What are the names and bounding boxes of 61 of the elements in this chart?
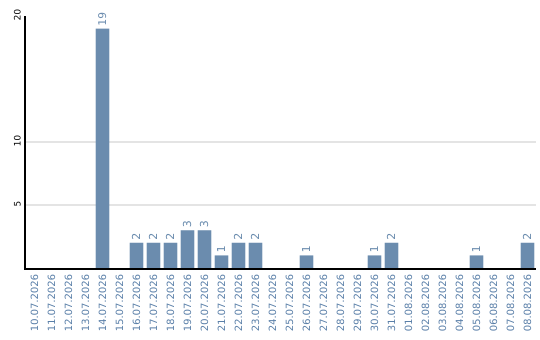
data-label: 3 (198, 220, 211, 228)
bar (232, 242, 246, 268)
x-tick-label: 23.07.2026 (250, 274, 262, 332)
x-tick-label: 05.08.2026 (472, 274, 483, 332)
x-tick-label: 10.07.2026 (30, 274, 41, 332)
y-tick-label: 5 (13, 200, 24, 207)
x-tick-label: 22.07.2026 (234, 274, 245, 332)
bar (470, 255, 484, 268)
data-label: 3 (181, 220, 194, 228)
x-tick-label: 07.08.2026 (506, 274, 517, 332)
x-tick-label: 24.07.2026 (268, 274, 279, 332)
x-tick-label: 29.07.2026 (352, 274, 364, 332)
x-tick-label: 16.07.2026 (132, 274, 143, 332)
bar (198, 230, 212, 268)
data-label: 1 (300, 245, 313, 252)
x-tick-label: 28.07.2026 (336, 274, 347, 332)
bar (520, 242, 534, 268)
x-tick-label: 13.07.2026 (80, 274, 92, 332)
x-tick-label: 03.08.2026 (438, 274, 449, 332)
bar (248, 242, 262, 268)
bar (300, 255, 314, 268)
data-label: 2 (164, 232, 177, 240)
x-tick-label: 15.07.2026 (114, 274, 126, 332)
bar (214, 255, 228, 268)
y-tick-label: 20 (13, 8, 24, 20)
x-tick-label: 18.07.2026 (166, 274, 177, 332)
x-tick-label: 27.07.2026 (318, 274, 330, 332)
x-tick-label: 14.07.2026 (98, 274, 109, 332)
x-tick-label: 26.07.2026 (302, 274, 313, 332)
x-tick-label: 06.08.2026 (488, 274, 500, 332)
bar (130, 242, 144, 268)
bar (368, 255, 382, 268)
x-tick-label: 30.07.2026 (370, 274, 381, 332)
data-label: 1 (470, 245, 483, 252)
x-tick-label: 19.07.2026 (182, 274, 194, 332)
data-label: 1 (215, 245, 228, 252)
x-tick-label: 31.07.2026 (386, 274, 398, 332)
data-label: 2 (130, 232, 143, 240)
bar (164, 242, 178, 268)
data-label: 2 (249, 232, 262, 240)
data-label: 2 (147, 232, 160, 240)
x-tick-label: 17.07.2026 (148, 274, 160, 332)
bar (180, 230, 194, 268)
x-tick-label: 02.08.2026 (420, 274, 432, 332)
x-tick-label: 20.07.2026 (200, 274, 211, 332)
x-tick-label: 01.08.2026 (404, 274, 415, 332)
y-tick-label: 10 (13, 134, 24, 146)
x-tick-label: 12.07.2026 (64, 274, 75, 332)
data-label: 1 (368, 245, 381, 252)
data-label: 2 (385, 232, 398, 240)
x-tick-label: 08.08.2026 (522, 274, 534, 332)
bar (96, 28, 110, 268)
data-label: 2 (232, 232, 245, 240)
data-label: 2 (521, 232, 534, 240)
data-label: 19 (96, 12, 109, 26)
x-tick-label: 25.07.2026 (284, 274, 296, 332)
bar (146, 242, 160, 268)
bar (384, 242, 398, 268)
x-tick-label: 21.07.2026 (216, 274, 228, 332)
x-tick-label: 11.07.2026 (46, 274, 58, 332)
x-tick-label: 04.08.2026 (454, 274, 466, 332)
